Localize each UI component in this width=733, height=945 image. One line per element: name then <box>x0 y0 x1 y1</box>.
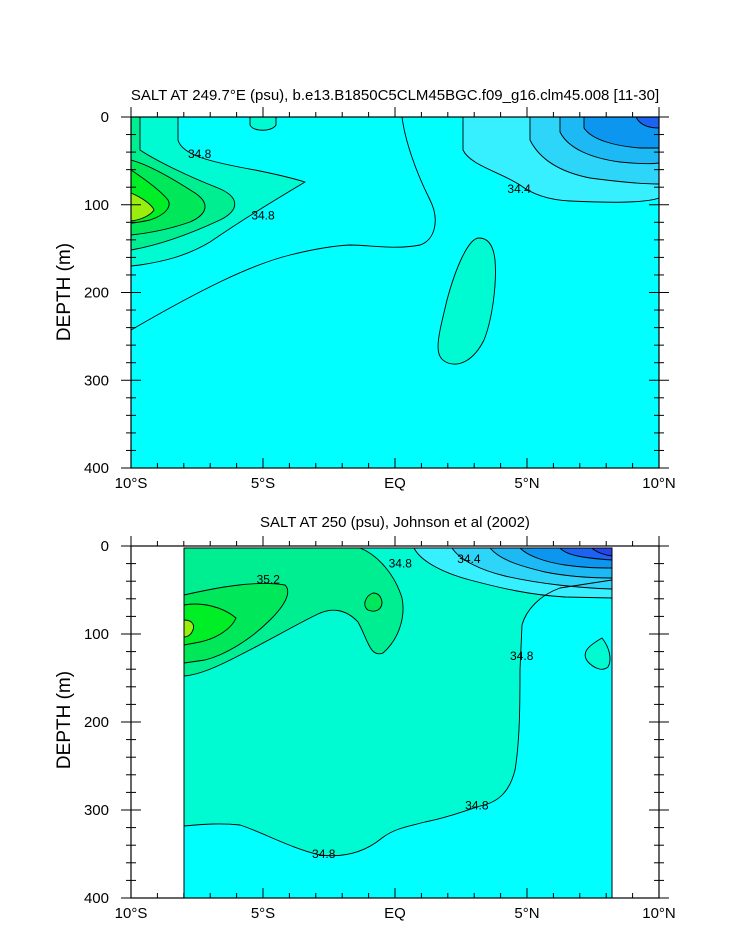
salinity-region-34-6-deep <box>184 580 612 898</box>
y-tick-label: 100 <box>84 197 109 214</box>
salinity-region-35-2-cell <box>364 593 382 612</box>
panel-2-title: SALT AT 250 (psu), Johnson et al (2002) <box>260 514 530 531</box>
y-tick-label: 0 <box>101 109 109 126</box>
salinity-region-33-8 <box>584 117 659 148</box>
panel-1-contour-fill <box>131 117 659 468</box>
x-tick-label: EQ <box>384 905 406 922</box>
salinity-region-34-8-cell <box>438 238 496 365</box>
salinity-region-33-4 <box>592 548 612 556</box>
y-tick-label: 200 <box>84 714 109 731</box>
panel-1-contour-labels: 34.8 34.8 34.4 <box>188 147 531 222</box>
y-tick-label: 400 <box>84 890 109 907</box>
panel-2-ylabel: DEPTH (m) <box>54 671 75 769</box>
y-tick-label: 200 <box>84 285 109 302</box>
panel-2-contour-lines <box>184 548 612 857</box>
salinity-region-34-8-patch <box>250 117 276 131</box>
y-tick-label: 400 <box>84 460 109 477</box>
panel-2-contour-fill <box>184 548 612 898</box>
x-tick-label: 5°N <box>514 905 539 922</box>
x-tick-label: 10°N <box>642 905 676 922</box>
x-tick-label: 5°S <box>251 475 275 492</box>
panel-1: SALT AT 249.7°E (psu), b.e13.B1850C5CLM4… <box>54 87 676 492</box>
y-tick-label: 0 <box>101 538 109 555</box>
x-tick-label: 5°N <box>514 475 539 492</box>
contour-label: 34.8 <box>389 557 413 571</box>
x-tick-label: 10°N <box>642 475 676 492</box>
contour-label: 34.8 <box>251 208 275 222</box>
y-tick-label: 300 <box>84 802 109 819</box>
panel-1-contour-lines <box>131 117 659 365</box>
panel-1-axis-ticks: 10°S 5°S EQ 5°N 10°N 0 100 200 300 400 <box>84 107 676 492</box>
salinity-region-33-6 <box>636 117 659 128</box>
panel-1-title: SALT AT 249.7°E (psu), b.e13.B1850C5CLM4… <box>131 87 659 104</box>
contour-label: 34.4 <box>457 552 481 566</box>
y-tick-label: 100 <box>84 626 109 643</box>
salinity-region-34-8-cell <box>585 638 610 670</box>
contour-label: 34.8 <box>510 649 534 663</box>
contour-label: 34.4 <box>507 182 531 196</box>
panel-2-contour-labels: 35.2 34.8 34.4 34.8 34.8 34.8 <box>257 552 534 861</box>
panel-2-axis-ticks: 10°S 5°S EQ 5°N 10°N 0 100 200 300 400 <box>84 536 676 922</box>
salinity-region-35-4 <box>184 604 236 645</box>
panel-2: SALT AT 250 (psu), Johnson et al (2002) <box>54 514 676 922</box>
contour-label: 35.2 <box>257 572 281 586</box>
x-tick-label: 10°S <box>115 905 148 922</box>
x-tick-label: 5°S <box>251 905 275 922</box>
x-tick-label: EQ <box>384 475 406 492</box>
contour-label: 34.8 <box>188 147 212 161</box>
x-tick-label: 10°S <box>115 475 148 492</box>
y-tick-label: 300 <box>84 372 109 389</box>
contour-label: 34.8 <box>312 847 336 861</box>
salinity-region-35-2 <box>184 583 288 663</box>
salinity-region-35-6 <box>131 193 154 221</box>
contour-label: 34.8 <box>465 799 489 813</box>
panel-1-ylabel: DEPTH (m) <box>54 243 75 341</box>
